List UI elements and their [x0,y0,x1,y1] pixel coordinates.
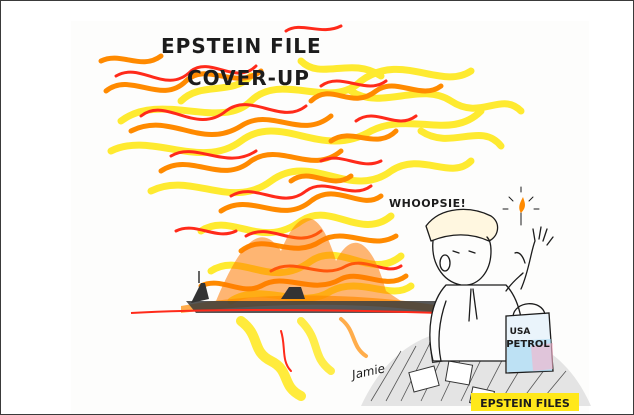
pile-label: EPSTEIN FILES [480,397,570,410]
cartoon-figure [425,208,554,362]
speech-text: WHOOPSIE! [389,197,466,210]
cartoon-title-line1: EPSTEIN FILE [161,34,322,58]
burning-ship [130,271,442,314]
water-reflection [236,316,368,401]
pile-label-highlight [471,393,579,411]
can-label-line1: USA [510,327,531,337]
fire-cloud [98,24,525,313]
petrol-can [505,303,554,374]
cartoon-title-line2: COVER-UP [187,66,310,90]
can-label-line2: PETROL [506,339,550,350]
match-spark [502,186,540,213]
